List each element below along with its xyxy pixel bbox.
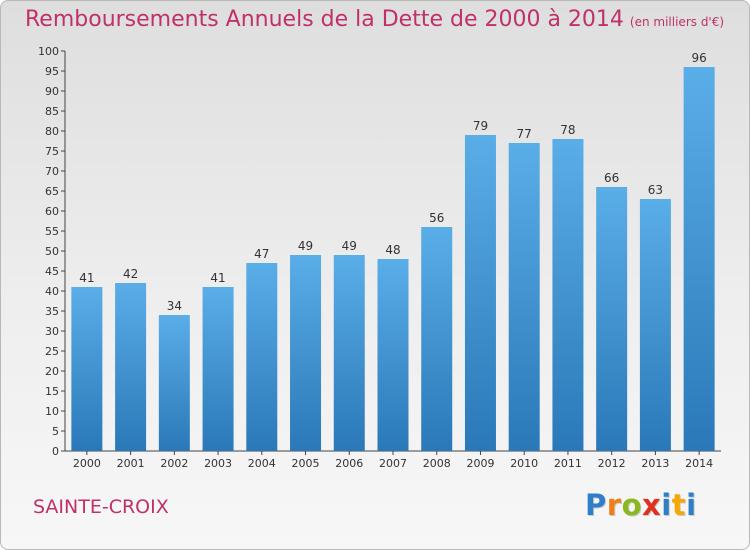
y-tick-label: 80 <box>45 125 59 138</box>
logo-letter: P <box>585 488 607 522</box>
x-tick-label-2001: 2001 <box>117 457 145 470</box>
y-tick-label: 30 <box>45 325 59 338</box>
x-tick-label-2006: 2006 <box>335 457 363 470</box>
data-label-2011: 78 <box>560 123 575 137</box>
y-axis: 0 5 10 15 20 25 30 35 40 45 50 55 60 65 70 75 80 85 90 95 10… <box>38 45 66 458</box>
y-tick-label: 90 <box>45 85 59 98</box>
y-tick-label: 40 <box>45 285 59 298</box>
y-tick-label: 10 <box>45 405 59 418</box>
data-label-2014: 96 <box>691 51 706 65</box>
proxiti-logo: Proxiti <box>585 488 697 522</box>
data-label-2010: 77 <box>517 127 532 141</box>
bar-2013 <box>639 199 671 451</box>
data-label-2003: 41 <box>210 271 225 285</box>
commune-name: SAINTE-CROIX <box>33 496 169 518</box>
x-axis: 2000 2001 2002 2003 2004 2005 2006 2007 2008 2009… <box>65 450 721 470</box>
y-tick-label: 95 <box>45 65 59 78</box>
bar-2005 <box>290 255 322 451</box>
y-tick-label: 70 <box>45 165 59 178</box>
y-tick-label: 85 <box>45 105 59 118</box>
chart-title: Remboursements Annuels de la Dette de 20… <box>25 7 724 32</box>
data-label-2000: 41 <box>79 271 94 285</box>
x-tick-label-2002: 2002 <box>160 457 188 470</box>
bar-2008 <box>421 227 453 451</box>
data-label-2001: 42 <box>123 267 138 281</box>
bar-2004 <box>246 263 278 451</box>
y-tick-label: 60 <box>45 205 59 218</box>
bar-2007 <box>377 259 409 451</box>
bar-2010 <box>508 143 540 451</box>
y-tick-label: 15 <box>45 385 59 398</box>
x-tick-label-2007: 2007 <box>379 457 407 470</box>
bar-2000 <box>71 287 103 451</box>
bar-2011 <box>552 139 584 451</box>
x-tick-label-2000: 2000 <box>73 457 101 470</box>
y-tick-label: 0 <box>52 445 59 458</box>
bar-2003 <box>202 287 234 451</box>
data-label-2006: 49 <box>342 239 357 253</box>
x-tick-label-2009: 2009 <box>466 457 494 470</box>
logo-letter: r <box>606 488 622 522</box>
data-label-2005: 49 <box>298 239 313 253</box>
bar-2009 <box>464 135 496 451</box>
x-tick-label-2005: 2005 <box>292 457 320 470</box>
x-tick-label-2011: 2011 <box>554 457 582 470</box>
logo-letter: o <box>621 488 643 522</box>
bar-2014 <box>683 67 715 451</box>
bar-2001 <box>115 283 147 451</box>
y-tick-label: 75 <box>45 145 59 158</box>
logo-letter: i <box>686 488 697 522</box>
y-tick-label: 25 <box>45 345 59 358</box>
chart-title-text: Remboursements Annuels de la Dette de 20… <box>25 7 624 32</box>
data-label-2012: 66 <box>604 171 619 185</box>
logo-letter: t <box>671 488 687 522</box>
x-tick-label-2008: 2008 <box>423 457 451 470</box>
data-label-2008: 56 <box>429 211 444 225</box>
logo-letter: x <box>642 488 662 522</box>
y-tick-label: 65 <box>45 185 59 198</box>
x-tick-label-2014: 2014 <box>685 457 713 470</box>
x-tick-label-2004: 2004 <box>248 457 276 470</box>
bar-2012 <box>596 187 628 451</box>
data-label-2013: 63 <box>648 183 663 197</box>
data-label-2009: 79 <box>473 119 488 133</box>
data-labels: 41 42 34 41 47 49 49 48 56 79 77 78 66 63 96 <box>79 51 707 313</box>
y-tick-label: 35 <box>45 305 59 318</box>
data-label-2007: 48 <box>385 243 400 257</box>
bars <box>71 67 715 451</box>
x-tick-label-2013: 2013 <box>641 457 669 470</box>
y-tick-label: 20 <box>45 365 59 378</box>
data-label-2002: 34 <box>167 299 182 313</box>
y-tick-label: 50 <box>45 245 59 258</box>
x-tick-label-2012: 2012 <box>598 457 626 470</box>
y-tick-label: 100 <box>38 45 59 58</box>
chart-subtitle: (en milliers d'€) <box>629 15 725 29</box>
logo-letter: i <box>661 488 672 522</box>
y-tick-label: 55 <box>45 225 59 238</box>
y-tick-label: 5 <box>52 425 59 438</box>
bar-2002 <box>158 315 190 451</box>
bar-2006 <box>333 255 365 451</box>
x-tick-label-2003: 2003 <box>204 457 232 470</box>
data-label-2004: 47 <box>254 247 269 261</box>
y-tick-label: 45 <box>45 265 59 278</box>
x-tick-label-2010: 2010 <box>510 457 538 470</box>
